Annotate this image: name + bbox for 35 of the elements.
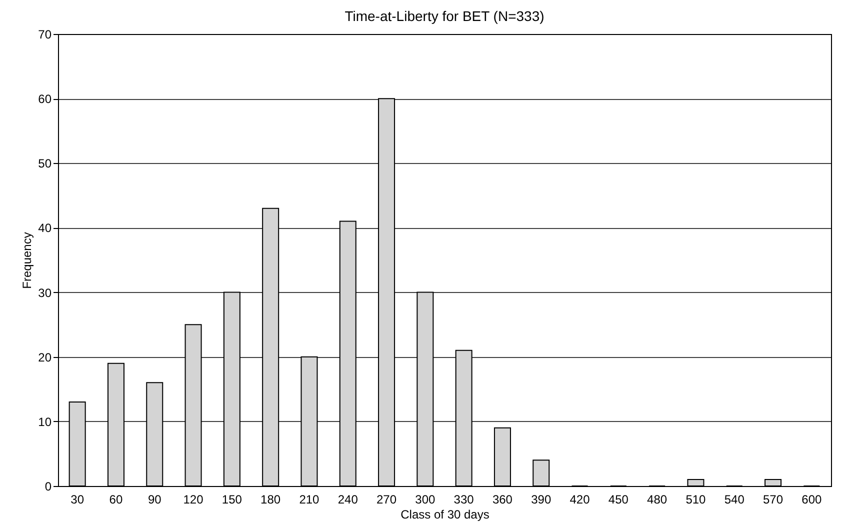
x-tick-label: 390	[531, 492, 552, 506]
bar	[494, 427, 511, 486]
y-tick-label: 10	[38, 414, 52, 429]
bar	[687, 479, 704, 486]
y-tick-label: 30	[38, 286, 52, 300]
y-tick-label: 20	[38, 350, 52, 364]
y-tick-label: 50	[38, 156, 52, 171]
x-tick-label: 60	[109, 492, 123, 506]
x-tick-label: 360	[492, 492, 513, 506]
x-axis-title: Class of 30 days	[400, 508, 490, 522]
x-tick-label: 150	[222, 492, 242, 506]
x-tick-label: 210	[299, 492, 320, 506]
y-tick-label: 40	[38, 221, 52, 236]
x-tick-label: 30	[70, 492, 84, 506]
x-tick-label: 330	[454, 492, 474, 506]
x-tick-label: 450	[608, 492, 629, 506]
x-tick-label: 300	[415, 492, 436, 506]
chart-title: Time-at-Liberty for BET (N=333)	[344, 8, 544, 24]
x-tick-label: 480	[647, 492, 668, 506]
x-tick-label: 120	[183, 492, 204, 506]
x-tick-label: 510	[686, 492, 706, 506]
y-tick-label: 70	[38, 28, 52, 42]
x-tick-label: 570	[763, 492, 784, 506]
x-tick-label: 420	[570, 492, 590, 506]
x-tick-label: 270	[376, 492, 397, 506]
x-tick-label: 90	[148, 492, 162, 506]
y-tick-label: 0	[44, 480, 52, 494]
x-tick-label: 180	[260, 492, 281, 506]
y-tick-label: 60	[38, 92, 52, 106]
x-tick-label: 600	[802, 492, 822, 506]
x-tick-label: 540	[724, 492, 745, 506]
bar	[764, 479, 782, 486]
y-axis-title: Frequency	[20, 232, 34, 289]
x-tick-label: 240	[338, 492, 358, 506]
bar	[532, 460, 550, 486]
